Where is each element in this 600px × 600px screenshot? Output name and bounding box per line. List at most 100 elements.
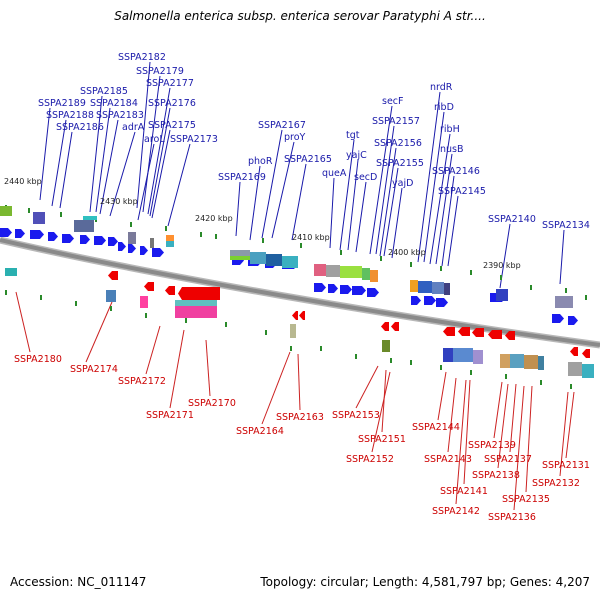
outer-track-mark <box>500 275 502 280</box>
forward-gene-label: SSPA2156 <box>374 138 422 149</box>
gene-feature-block <box>443 348 453 362</box>
forward-gene-arrow <box>0 228 12 237</box>
reverse-gene-label: SSPA2137 <box>484 454 532 465</box>
forward-gene-arrow <box>552 314 564 323</box>
leader-line <box>339 139 355 251</box>
gene-feature-block <box>83 216 97 220</box>
gene-feature-block <box>140 296 148 308</box>
leader-line <box>261 129 283 239</box>
gene-feature-block <box>382 340 390 352</box>
forward-gene-arrow <box>80 235 90 244</box>
reverse-gene-label: SSPA2135 <box>502 494 550 505</box>
leader-line <box>447 195 459 267</box>
reverse-gene-arrow <box>299 311 305 320</box>
forward-gene-label: SSPA2134 <box>542 220 590 231</box>
gene-feature-block <box>250 252 266 264</box>
inner-track-mark <box>290 346 292 351</box>
leader-line <box>437 371 447 421</box>
reverse-gene-label: SSPA2163 <box>276 412 324 423</box>
leader-line <box>169 329 185 409</box>
forward-gene-label: SSPA2155 <box>376 158 424 169</box>
forward-gene-label: secF <box>382 96 403 107</box>
reverse-gene-label: SSPA2132 <box>532 478 580 489</box>
gene-feature-block <box>538 356 544 370</box>
inner-track-mark <box>265 330 267 335</box>
leader-line <box>145 325 161 375</box>
gene-feature-block <box>370 270 378 282</box>
forward-gene-label: yajD <box>392 178 413 189</box>
forward-gene-arrow <box>568 316 578 325</box>
leader-line <box>59 131 73 209</box>
inner-track-mark <box>145 313 147 318</box>
gene-feature-block <box>230 250 250 260</box>
forward-gene-arrow <box>152 248 164 257</box>
gene-feature-block <box>418 281 432 293</box>
gene-feature-block <box>290 324 296 338</box>
gene-feature-block <box>510 354 524 368</box>
inner-track-mark <box>5 290 7 295</box>
leader-line <box>95 107 111 213</box>
reverse-gene-arrow <box>292 311 298 320</box>
forward-gene-arrow <box>411 296 421 305</box>
leader-line <box>137 143 155 221</box>
kbp-tick-label-4: 2400 kbp <box>388 248 426 257</box>
forward-gene-label: SSPA2183 <box>96 110 144 121</box>
leader-line <box>513 385 525 511</box>
gene-feature-block <box>362 268 370 280</box>
leader-line <box>89 95 103 213</box>
outer-track-mark <box>165 226 167 231</box>
kbp-tick-label-2: 2420 kbp <box>195 214 233 223</box>
forward-gene-arrow <box>108 237 118 246</box>
leader-line <box>271 141 295 239</box>
leader-line <box>261 351 291 425</box>
leader-line <box>447 377 457 453</box>
gene-feature-block <box>150 238 154 248</box>
forward-gene-label: SSPA2182 <box>118 52 166 63</box>
leader-line <box>297 353 301 411</box>
gene-feature-block <box>166 235 174 241</box>
gene-feature-block <box>500 354 510 368</box>
leader-line <box>136 61 151 209</box>
leader-line <box>559 391 569 477</box>
gene-feature-block <box>230 256 250 260</box>
forward-gene-label: SSPA2186 <box>56 122 104 133</box>
leader-line <box>205 339 211 397</box>
backbone-shadow <box>0 236 600 349</box>
leader-line <box>249 165 261 241</box>
leader-line <box>151 129 171 219</box>
forward-gene-label: tgt <box>346 130 360 141</box>
inner-track-mark <box>320 346 322 351</box>
leader-line <box>383 167 399 257</box>
leader-line <box>463 379 471 485</box>
reverse-gene-arrow <box>381 322 389 331</box>
reverse-gene-label: SSPA2144 <box>412 422 460 433</box>
gene-feature-block <box>496 289 508 301</box>
leader-line <box>371 371 391 453</box>
leader-line <box>375 125 395 255</box>
reverse-gene-arrow <box>582 349 590 358</box>
outer-track-mark <box>130 222 132 227</box>
leader-line <box>39 107 51 201</box>
outer-track-mark <box>530 285 532 290</box>
forward-gene-arrow <box>30 230 44 239</box>
leader-line <box>355 181 367 253</box>
leader-line <box>493 381 503 439</box>
outer-track-mark <box>28 208 30 213</box>
outer-track-mark <box>60 212 62 217</box>
forward-gene-label: SSPA2173 <box>170 134 218 145</box>
leader-line <box>435 153 453 265</box>
reverse-gene-label: SSPA2164 <box>236 426 284 437</box>
kbp-tick-label-3: 2410 kbp <box>292 233 330 242</box>
reverse-gene-arrow <box>505 331 515 340</box>
gene-feature-block <box>5 268 17 276</box>
forward-gene-arrow <box>140 246 148 255</box>
forward-gene-label: SSPA2177 <box>146 78 194 89</box>
leader-line <box>379 147 397 257</box>
reverse-gene-label: SSPA2151 <box>358 434 406 445</box>
leader-line <box>441 175 455 267</box>
leader-line <box>15 291 31 353</box>
forward-gene-label: SSPA2184 <box>90 98 138 109</box>
map-title: Salmonella enterica subsp. enterica sero… <box>114 9 486 23</box>
